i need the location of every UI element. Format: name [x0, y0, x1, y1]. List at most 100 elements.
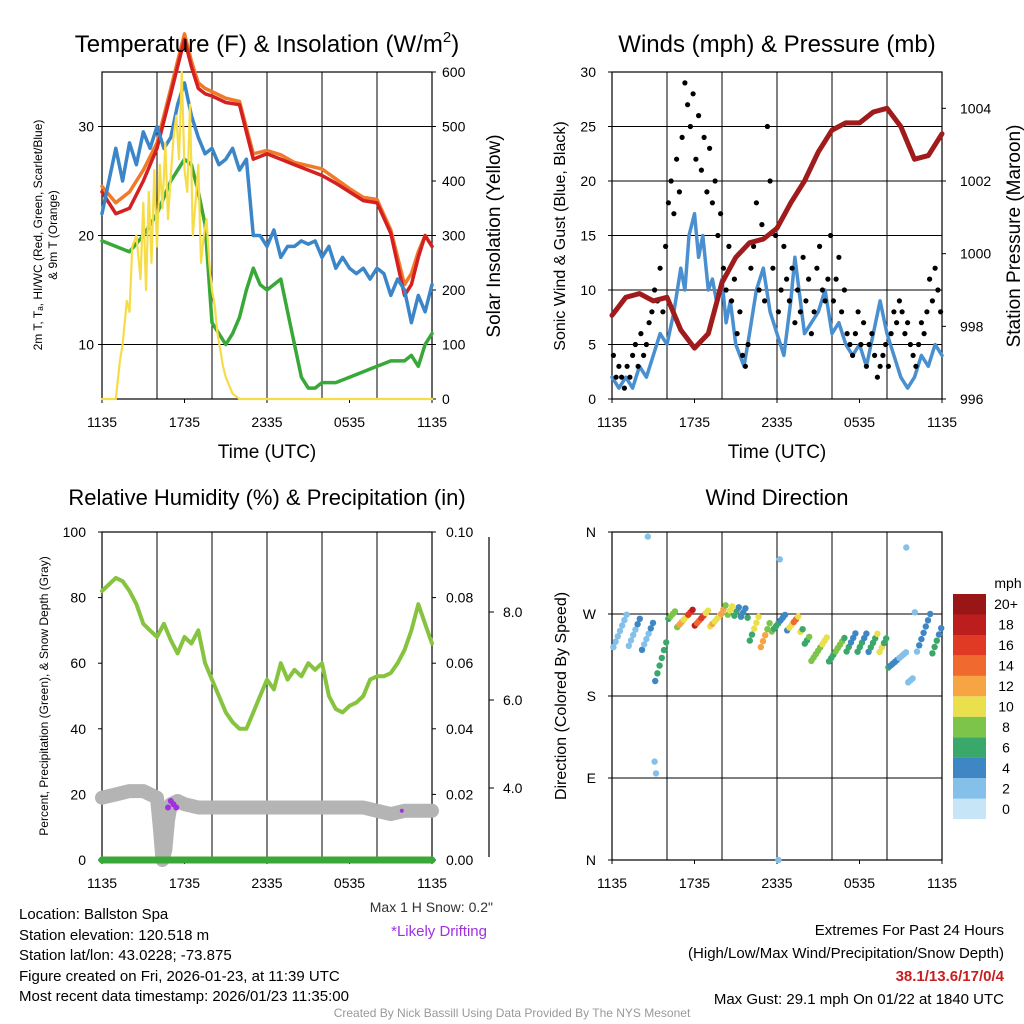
wind-y2tick-label-1: 998	[960, 318, 984, 334]
direction-point-68	[759, 638, 767, 645]
temp-ytick-label-0: 10	[78, 337, 94, 353]
gust-point-113	[921, 331, 927, 337]
elevation-text: Station elevation: 120.518 m	[19, 926, 210, 944]
gust-point-83	[839, 309, 845, 315]
drift-point-3	[173, 804, 180, 811]
extremes-subtitle: (High/Low/Max Wind/Precipitation/Snow De…	[688, 945, 1004, 962]
gust-point-4	[621, 385, 628, 391]
direction-point-3	[616, 627, 624, 635]
temp-series-insolation	[100, 70, 434, 401]
wind-xtick-label-2: 2335	[761, 414, 792, 430]
direction-outlier-4	[903, 544, 910, 551]
colorbar-label-2: 4	[1002, 760, 1010, 776]
wind-xtick-label-1: 1735	[679, 414, 710, 430]
dir-xtick-label-2: 2335	[761, 875, 792, 891]
gust-point-114	[924, 309, 930, 315]
wind-title: Winds (mph) & Pressure (mb)	[618, 31, 935, 58]
gust-point-112	[918, 320, 925, 326]
direction-point-143	[924, 617, 932, 624]
gust-point-73	[811, 309, 817, 315]
colorbar-swatch-8	[953, 634, 986, 656]
gust-point-64	[786, 298, 793, 304]
direction-point-10	[632, 626, 639, 633]
temp-y2tick-label-6: 600	[442, 64, 466, 80]
gust-point-56	[764, 123, 771, 130]
colorbar-label-4: 8	[1002, 719, 1010, 735]
direction-point-61	[744, 614, 751, 621]
gust-point-77	[822, 298, 828, 304]
direction-point-64	[751, 625, 758, 632]
wind-xtick-label-4: 1135	[927, 414, 957, 430]
gust-point-63	[784, 276, 790, 282]
temp-title-main: Temperature (F) & Insolation (W/m	[75, 31, 443, 58]
rh-xtick-label-0: 1135	[87, 875, 117, 891]
wind-xtick-label-0: 1135	[597, 414, 627, 430]
direction-point-149	[938, 625, 945, 632]
wind-ytick-label-4: 20	[580, 173, 596, 189]
direction-point-146	[931, 643, 938, 651]
direction-point-136	[909, 675, 916, 682]
colorbar-label-5: 10	[998, 699, 1014, 715]
rh-ylabel: Percent, Precipitation (Green), & Snow D…	[37, 556, 51, 835]
direction-outlier-1	[652, 770, 660, 777]
colorbar-swatch-3	[953, 737, 986, 758]
direction-point-17	[647, 625, 654, 632]
direction-point-51	[722, 602, 729, 609]
direction-point-4	[619, 622, 626, 629]
gust-point-48	[742, 363, 749, 369]
gust-point-23	[674, 156, 680, 162]
gust-point-82	[836, 254, 842, 260]
gust-point-65	[789, 265, 795, 271]
temp-ytick-label-1: 20	[78, 228, 94, 244]
gust-point-107	[905, 320, 911, 326]
colorbar-swatch-2	[953, 757, 986, 779]
winds-panel: 1135 1735 2335 0535 113505101520253099699810…	[552, 31, 1024, 463]
gust-point-111	[916, 341, 922, 348]
direction-point-86	[799, 626, 806, 633]
rh-y2tick-label-3: 0.06	[446, 655, 473, 671]
gust-point-60	[775, 309, 782, 315]
direction-point-19	[652, 677, 659, 685]
temp-xtick-label-3: 0535	[334, 414, 365, 430]
direction-point-84	[795, 613, 802, 620]
gust-point-2	[616, 363, 622, 369]
wind-ylabel-right: Station Pressure (Maroon)	[1004, 125, 1024, 348]
direction-point-23	[660, 646, 668, 654]
wind-series-pressure	[609, 105, 945, 351]
gust-point-57	[767, 178, 773, 184]
wind-y2tick-label-0: 996	[960, 391, 984, 407]
temp-series-dew-point	[100, 157, 434, 390]
rh-ytick-label-2: 40	[70, 721, 86, 737]
direction-point-110	[852, 630, 859, 637]
gust-point-1	[613, 374, 619, 380]
rh-ytick-label-0: 0	[78, 852, 86, 868]
gust-point-19	[663, 243, 669, 249]
dir-xtick-label-4: 1135	[927, 875, 957, 891]
gust-point-3	[619, 374, 625, 380]
temp-y2tick-label-5: 500	[442, 119, 466, 135]
rh-y2tick-label-2: 0.04	[446, 721, 473, 737]
gust-point-81	[833, 276, 839, 282]
direction-point-139	[916, 642, 923, 649]
direction-point-138	[913, 648, 921, 655]
colorbar-swatch-6	[953, 675, 986, 697]
direction-point-43	[704, 607, 712, 614]
direction-point-8	[627, 637, 635, 644]
direction-point-69	[762, 632, 769, 639]
gust-point-92	[863, 363, 870, 369]
gust-point-21	[668, 178, 674, 184]
direction-point-7	[625, 642, 632, 649]
colorbar-label-3: 6	[1002, 739, 1010, 755]
rh-xtick-label-3: 0535	[334, 875, 365, 891]
temp-ylabel-right: Solar Insolation (Yellow)	[484, 134, 505, 337]
colorbar-swatch-4	[953, 716, 986, 738]
colorbar-swatch-9	[953, 614, 986, 635]
gust-point-34	[704, 189, 710, 195]
rh-title: Relative Humidity (%) & Precipitation (i…	[68, 485, 465, 510]
humidity-panel: 1135 1735 2335 0535 11350204060801000.000.02…	[37, 485, 523, 940]
colorbar-swatch-10	[953, 594, 986, 615]
gust-point-115	[927, 276, 933, 282]
gust-point-100	[885, 363, 892, 369]
gust-point-38	[715, 232, 721, 239]
